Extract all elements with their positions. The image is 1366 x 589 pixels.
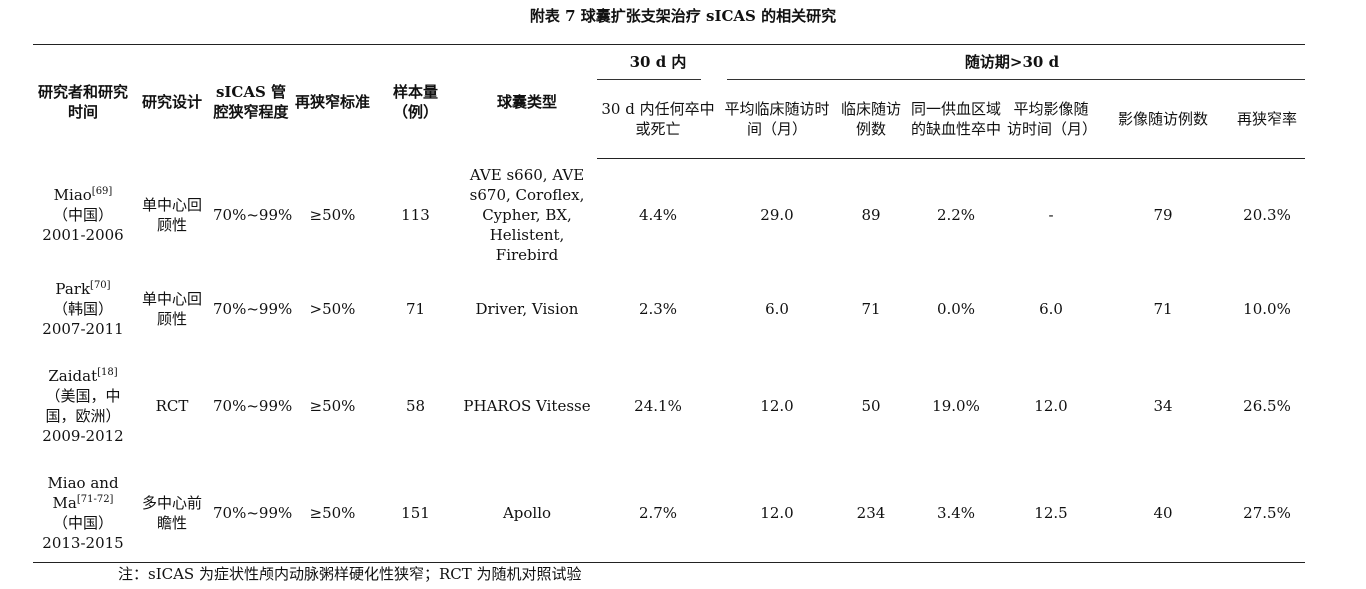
studies-table: 研究者和研究时间 研究设计 sICAS 管腔狭窄程度 再狭窄标准 样本量（例） … <box>33 44 1305 563</box>
table-row: Miao[69] （中国） 2001-2006 单中心回顾性 70%~99% ≥50… <box>33 159 1305 271</box>
stroke-death-cell: 4.4% <box>638 205 678 224</box>
table-row: Zaidat[18] （美国，中国，欧洲） 2009-2012 RCT 70%~99… <box>33 347 1305 465</box>
header-restenosis-criteria: 再狭窄标准 <box>291 44 374 159</box>
balloon-cell: Driver, Vision <box>475 299 579 318</box>
criteria-cell: ≥50% <box>291 464 374 563</box>
header-design: 研究设计 <box>133 44 211 159</box>
img-time-cell: 6.0 <box>1039 299 1063 318</box>
header-degree: sICAS 管腔狭窄程度 <box>211 44 291 159</box>
author-cell: Park[70] （韩国） 2007-2011 <box>42 279 124 338</box>
rest-cell: 10.0% <box>1243 299 1291 318</box>
header-sample: 样本量（例） <box>374 44 457 159</box>
img-time-cell: 12.0 <box>1034 396 1068 415</box>
design-cell: 单中心回顾性 <box>141 195 202 234</box>
design-cell: 单中心回顾性 <box>141 289 202 328</box>
table-row: Park[70] （韩国） 2007-2011 单中心回顾性 70%~99% >50… <box>33 271 1305 347</box>
img-time-cell: 12.5 <box>1005 464 1097 563</box>
table-row: Miao and Ma[71-72] （中国） 2013-2015 多中心前瞻性 7… <box>33 464 1305 563</box>
clin-n-cell: 89 <box>861 205 881 224</box>
img-time-cell: - <box>1048 205 1054 224</box>
header-group-30d: 30 d 内 <box>597 44 719 80</box>
header-clinical-followup-time: 平均临床随访时间（月） <box>719 79 835 159</box>
stroke-death-cell: 24.1% <box>634 396 682 415</box>
design-cell: RCT <box>155 396 189 415</box>
degree-cell: 70%~99% <box>213 205 293 224</box>
balloon-cell: PHAROS Vitesse <box>463 396 591 415</box>
header-stroke-death-30d: 30 d 内任何卒中或死亡 <box>597 79 719 159</box>
img-n-cell: 34 <box>1153 396 1173 415</box>
header-ischemic-stroke: 同一供血区域的缺血性卒中 <box>907 79 1005 159</box>
clin-n-cell: 234 <box>835 464 907 563</box>
isch-cell: 19.0% <box>932 396 980 415</box>
isch-cell: 2.2% <box>936 205 976 224</box>
balloon-cell: AVE s660, AVE s670, Coroflex, Cypher, BX… <box>469 165 585 264</box>
degree-cell: 70%~99% <box>213 396 293 415</box>
clin-time-cell: 12.0 <box>760 396 794 415</box>
clin-n-cell: 71 <box>861 299 881 318</box>
sample-cell: 151 <box>374 464 457 563</box>
header-group-followup: 随访期>30 d <box>719 44 1305 80</box>
header-balloon: 球囊类型 <box>457 44 597 159</box>
criteria-cell: >50% <box>309 299 356 318</box>
author-cell: Miao[69] （中国） 2001-2006 <box>42 185 124 244</box>
header-restenosis-rate: 再狭窄率 <box>1229 79 1305 159</box>
rest-cell: 27.5% <box>1229 464 1305 563</box>
rest-cell: 20.3% <box>1243 205 1291 224</box>
author-cell: Zaidat[18] （美国，中国，欧洲） 2009-2012 <box>42 366 124 445</box>
header-clinical-followup-n: 临床随访例数 <box>835 79 907 159</box>
degree-cell: 70%~99% <box>211 464 292 563</box>
header-imaging-followup-n: 影像随访例数 <box>1097 79 1229 159</box>
clin-n-cell: 50 <box>861 396 881 415</box>
isch-cell: 0.0% <box>936 299 976 318</box>
clin-time-cell: 6.0 <box>765 299 789 318</box>
stroke-death-cell: 2.7% <box>597 464 719 563</box>
sample-cell: 71 <box>405 299 426 318</box>
author-cell: Miao and Ma[71-72] （中国） 2013-2015 <box>33 464 133 563</box>
header-author: 研究者和研究时间 <box>33 44 133 159</box>
clin-time-cell: 12.0 <box>719 464 835 563</box>
img-n-cell: 40 <box>1097 464 1229 563</box>
stroke-death-cell: 2.3% <box>638 299 678 318</box>
degree-cell: 70%~99% <box>213 299 293 318</box>
balloon-cell: Apollo <box>457 464 597 563</box>
sample-cell: 113 <box>401 205 430 224</box>
criteria-cell: ≥50% <box>309 205 356 224</box>
criteria-cell: ≥50% <box>309 396 356 415</box>
design-cell: 多中心前瞻性 <box>133 464 211 563</box>
isch-cell: 3.4% <box>907 464 1005 563</box>
rest-cell: 26.5% <box>1243 396 1291 415</box>
clin-time-cell: 29.0 <box>760 205 794 224</box>
sample-cell: 58 <box>405 396 426 415</box>
table-title: 附表 7 球囊扩张支架治疗 sICAS 的相关研究 <box>529 7 837 25</box>
table-footnote: 注：sICAS 为症状性颅内动脉粥样硬化性狭窄；RCT 为随机对照试验 <box>118 565 582 583</box>
img-n-cell: 79 <box>1153 205 1173 224</box>
header-imaging-followup-time: 平均影像随访时间（月） <box>1005 79 1097 159</box>
img-n-cell: 71 <box>1153 299 1173 318</box>
